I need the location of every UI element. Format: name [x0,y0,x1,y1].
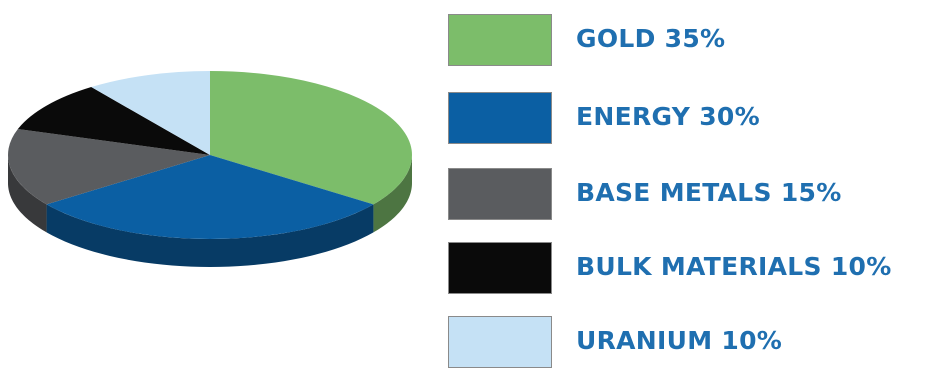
legend-label-gold: GOLD 35% [576,24,726,53]
legend-item-gold: GOLD 35% [448,14,938,74]
pie-side-walls [8,155,412,267]
legend-swatch-gold [448,14,552,66]
legend-swatch-uranium [448,316,552,368]
legend-label-energy: ENERGY 30% [576,102,760,131]
legend-swatch-base-metals [448,168,552,220]
pie-side-gold [373,155,412,233]
legend-item-energy: ENERGY 30% [448,92,938,152]
legend-item-base-metals: BASE METALS 15% [448,168,938,228]
pie-slice-bulk-materials [17,87,210,155]
legend-swatch-energy [448,92,552,144]
pie-slice-energy [46,155,374,239]
legend: GOLD 35% ENERGY 30% BASE METALS 15% BULK… [448,0,938,368]
pie-top-faces [8,71,412,239]
pie-chart-svg [8,71,412,267]
legend-label-base-metals: BASE METALS 15% [576,178,842,207]
legend-swatch-bulk-materials [448,242,552,294]
pie-side-energy [46,204,374,267]
pie-slice-uranium [91,71,210,155]
legend-item-bulk-materials: BULK MATERIALS 10% [448,242,938,302]
legend-label-uranium: URANIUM 10% [576,326,783,355]
pie-slice-gold [210,71,412,205]
legend-item-uranium: URANIUM 10% [448,316,938,376]
legend-label-bulk-materials: BULK MATERIALS 10% [576,252,892,281]
pie-side-base-metals [8,155,47,233]
pie-slice-base-metals [8,129,210,205]
pie-chart [0,0,430,368]
